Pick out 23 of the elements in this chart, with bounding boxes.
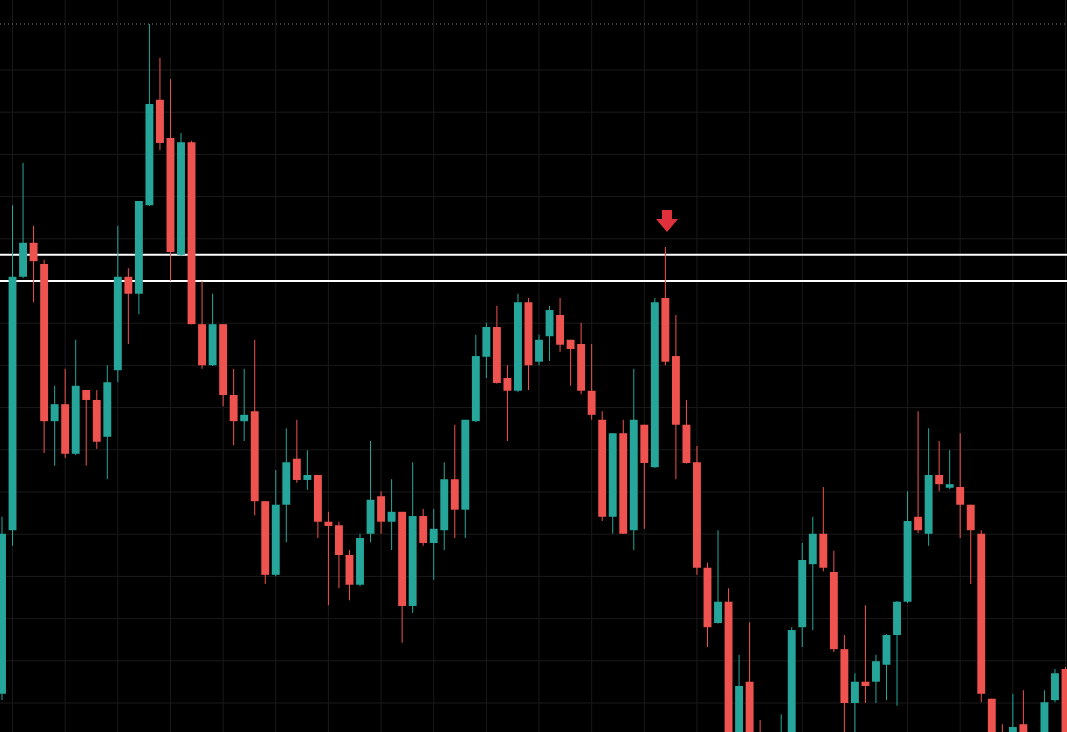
- candlestick: [429, 508, 438, 581]
- candlestick: [935, 440, 944, 492]
- candlestick: [29, 225, 38, 303]
- candlestick: [566, 339, 575, 387]
- candlestick: [914, 410, 923, 534]
- candlestick: [82, 389, 91, 467]
- candlestick: [240, 368, 249, 442]
- candlestick: [714, 529, 722, 625]
- candlestick: [324, 511, 333, 606]
- candlestick: [1008, 693, 1017, 732]
- candlestick: [535, 334, 543, 366]
- candlestick: [503, 364, 512, 442]
- candlestick: [303, 449, 312, 491]
- candlestick: [945, 449, 954, 490]
- candlestick: [292, 419, 301, 484]
- candlestick: [956, 432, 965, 539]
- candlestick: [387, 478, 396, 551]
- candlestick: [850, 672, 859, 732]
- candlestick: [1019, 689, 1028, 732]
- candlestick: [861, 604, 870, 704]
- candlestick: [124, 267, 133, 345]
- candlestick: [50, 385, 59, 467]
- candlestick: [872, 654, 880, 704]
